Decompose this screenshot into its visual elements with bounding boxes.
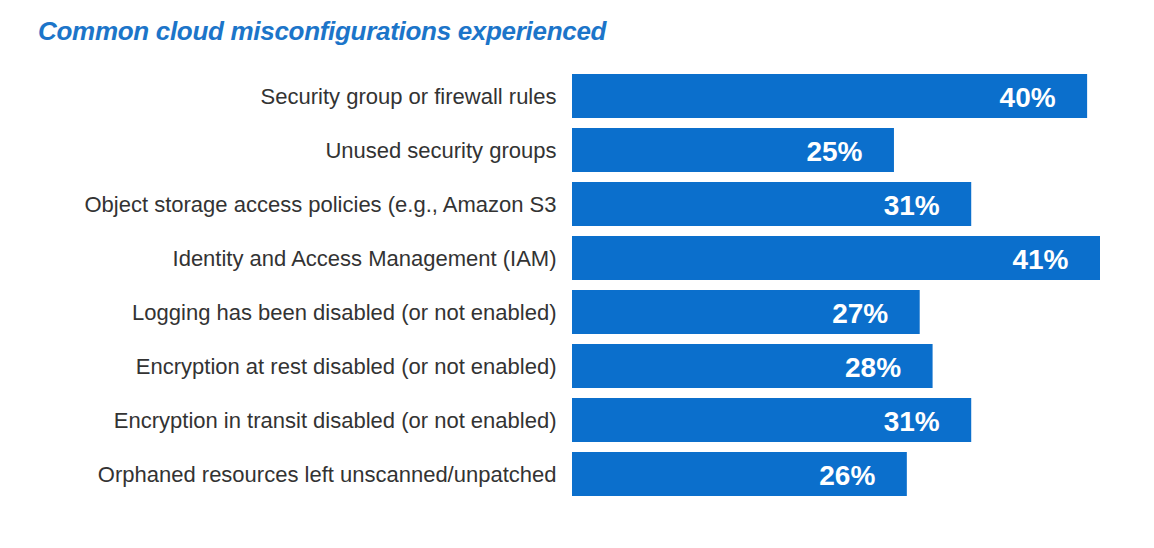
svg-text:31%: 31% — [884, 190, 940, 221]
svg-text:Logging has been disabled (or: Logging has been disabled (or not enable… — [132, 300, 556, 325]
svg-text:25%: 25% — [806, 136, 862, 167]
svg-text:Unused security groups: Unused security groups — [325, 138, 556, 163]
html-text:Common cloud misconfigurations: Common cloud misconfigurations experienc… — [38, 16, 607, 46]
svg-text:40%: 40% — [1000, 82, 1056, 113]
svg-text:Security group or firewall rul: Security group or firewall rules — [261, 84, 557, 109]
svg-text:Encryption in transit disabled: Encryption in transit disabled (or not e… — [114, 408, 557, 433]
svg-text:Identity and Access Management: Identity and Access Management (IAM) — [173, 246, 557, 271]
svg-text:31%: 31% — [884, 406, 940, 437]
svg-text:Object storage access policies: Object storage access policies (e.g., Am… — [84, 192, 556, 217]
svg-text:Encryption at rest disabled (o: Encryption at rest disabled (or not enab… — [136, 354, 557, 379]
svg-text:28%: 28% — [845, 352, 901, 383]
svg-text:26%: 26% — [819, 460, 875, 491]
svg-text:27%: 27% — [832, 298, 888, 329]
svg-text:41%: 41% — [1012, 244, 1068, 275]
svg-text:Orphaned resources left unscan: Orphaned resources left unscanned/unpatc… — [98, 462, 557, 487]
